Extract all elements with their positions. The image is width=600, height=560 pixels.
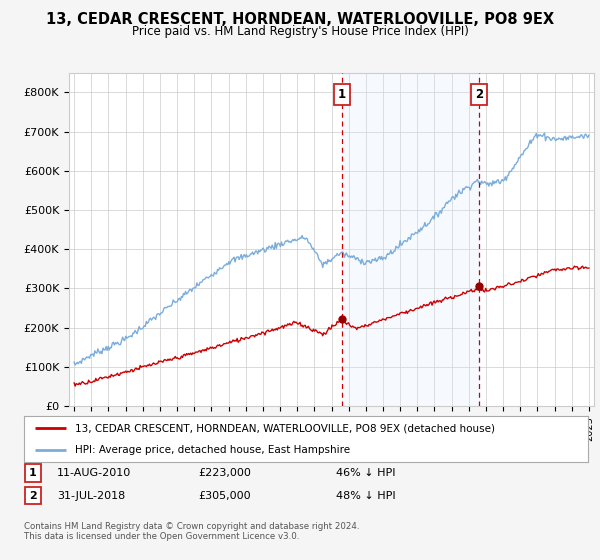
Text: 46% ↓ HPI: 46% ↓ HPI <box>336 468 395 478</box>
Text: 11-AUG-2010: 11-AUG-2010 <box>57 468 131 478</box>
Text: £223,000: £223,000 <box>198 468 251 478</box>
Text: 2: 2 <box>475 88 483 101</box>
Text: 1: 1 <box>338 88 346 101</box>
Text: HPI: Average price, detached house, East Hampshire: HPI: Average price, detached house, East… <box>75 445 350 455</box>
Text: £305,000: £305,000 <box>198 491 251 501</box>
Text: 1: 1 <box>29 468 37 478</box>
Text: 48% ↓ HPI: 48% ↓ HPI <box>336 491 395 501</box>
Text: 13, CEDAR CRESCENT, HORNDEAN, WATERLOOVILLE, PO8 9EX (detached house): 13, CEDAR CRESCENT, HORNDEAN, WATERLOOVI… <box>75 423 495 433</box>
Bar <box>342 73 479 406</box>
Text: Contains HM Land Registry data © Crown copyright and database right 2024.
This d: Contains HM Land Registry data © Crown c… <box>24 522 359 542</box>
Text: 13, CEDAR CRESCENT, HORNDEAN, WATERLOOVILLE, PO8 9EX: 13, CEDAR CRESCENT, HORNDEAN, WATERLOOVI… <box>46 12 554 27</box>
Text: 2: 2 <box>29 491 37 501</box>
Text: 31-JUL-2018: 31-JUL-2018 <box>57 491 125 501</box>
Text: Price paid vs. HM Land Registry's House Price Index (HPI): Price paid vs. HM Land Registry's House … <box>131 25 469 38</box>
